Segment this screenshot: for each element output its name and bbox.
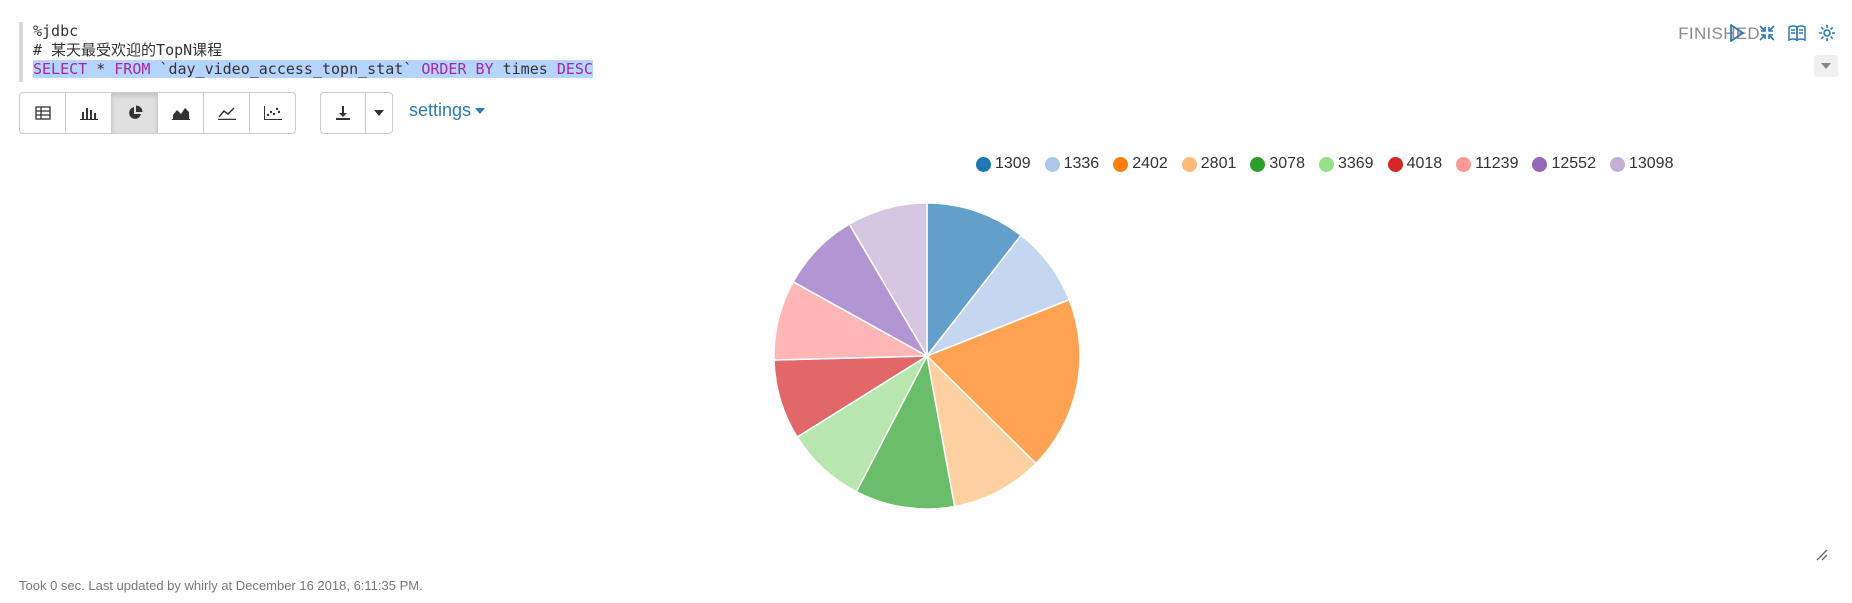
settings-toggle[interactable]: settings: [409, 100, 486, 121]
pie-slice[interactable]: [925, 298, 1081, 465]
legend-swatch: [1181, 156, 1197, 172]
editor-line-comment: # 某天最受欢迎的TopN课程: [33, 41, 223, 59]
legend-label: 12552: [1551, 155, 1596, 172]
legend-swatch: [976, 156, 991, 172]
legend-item[interactable]: 13098: [1609, 155, 1674, 173]
scatter-chart-icon: [263, 106, 282, 120]
pie-slice[interactable]: [925, 353, 1037, 508]
legend-item[interactable]: 11239: [1456, 155, 1518, 173]
resize-handle[interactable]: [1816, 549, 1828, 561]
legend-item[interactable]: 2402: [1113, 155, 1168, 173]
code-editor[interactable]: %jdbc # 某天最受欢迎的TopN课程 SELECT * FROM `day…: [19, 22, 1533, 82]
line-chart-icon: [217, 107, 236, 120]
legend-item[interactable]: 1336: [1044, 155, 1100, 173]
chevron-down-icon: [475, 107, 486, 114]
paragraph-controls: [1726, 22, 1838, 44]
legend-swatch: [1113, 156, 1129, 172]
download-button[interactable]: [320, 92, 366, 134]
table-view-button[interactable]: [19, 92, 66, 134]
gear-icon[interactable]: [1816, 22, 1838, 44]
legend-swatch: [1318, 156, 1334, 172]
pie-chart-icon: [128, 105, 142, 119]
legend-item[interactable]: 12552: [1532, 155, 1596, 173]
legend-swatch: [1532, 156, 1548, 172]
legend-label: 3078: [1269, 155, 1305, 172]
legend-swatch: [1456, 156, 1472, 172]
legend-label: 2402: [1132, 155, 1168, 172]
legend-swatch: [1387, 156, 1403, 172]
bar-chart-button[interactable]: [65, 92, 112, 134]
pie-slice[interactable]: [848, 202, 928, 359]
paragraph-footer: Took 0 sec. Last updated by whirly at De…: [19, 578, 423, 593]
pie-chart-button[interactable]: [111, 92, 158, 134]
legend-item[interactable]: 3078: [1250, 155, 1305, 173]
download-group: [320, 92, 393, 134]
pie-slice[interactable]: [926, 202, 1023, 359]
settings-label: settings: [409, 100, 472, 120]
legend-label: 13098: [1628, 155, 1674, 172]
area-chart-button[interactable]: [157, 92, 204, 134]
legend-label: 3369: [1337, 155, 1374, 172]
sql-text: *: [87, 60, 115, 78]
collapse-icon[interactable]: [1756, 22, 1778, 44]
paragraph-status: FINISHED: [1678, 24, 1760, 43]
visualization-toolbar: [19, 92, 296, 134]
legend-swatch: [1609, 156, 1625, 172]
sql-keyword-from: FROM: [114, 60, 151, 78]
legend-label: 11239: [1475, 155, 1519, 172]
sql-keyword-desc: DESC: [556, 60, 593, 78]
scatter-chart-button[interactable]: [249, 92, 296, 134]
line-chart-button[interactable]: [203, 92, 250, 134]
bar-chart-icon: [79, 108, 98, 120]
table-icon: [34, 106, 51, 120]
sql-keyword-select: SELECT: [33, 60, 88, 78]
legend-item[interactable]: 3369: [1318, 155, 1374, 173]
download-options-button[interactable]: [365, 92, 393, 134]
chevron-down-icon: [374, 110, 384, 116]
legend-label: 4018: [1406, 155, 1443, 172]
area-chart-icon: [171, 108, 190, 120]
legend-label: 1336: [1063, 155, 1100, 172]
run-icon[interactable]: [1726, 22, 1748, 44]
download-icon: [336, 106, 350, 120]
chevron-down-icon: [1821, 63, 1831, 69]
legend-swatch: [1044, 156, 1060, 172]
legend-swatch: [1250, 156, 1266, 172]
paragraph-menu-button[interactable]: [1814, 55, 1838, 77]
editor-line-interpreter: %jdbc: [33, 22, 79, 40]
sql-column: times: [493, 60, 557, 78]
editor-line-sql: SELECT * FROM `day_video_access_topn_sta…: [33, 60, 1533, 79]
legend-item[interactable]: 1309: [976, 155, 1031, 173]
pie-chart: [773, 202, 1081, 510]
legend-item[interactable]: 4018: [1387, 155, 1443, 173]
legend-label: 1309: [995, 155, 1031, 172]
sql-table-name: `day_video_access_topn_stat`: [150, 60, 422, 78]
pie-slice[interactable]: [855, 353, 956, 510]
sql-keyword-order-by: ORDER BY: [421, 60, 494, 78]
legend-item[interactable]: 2801: [1181, 155, 1237, 173]
book-icon[interactable]: [1786, 22, 1808, 44]
legend-label: 2801: [1200, 155, 1237, 172]
chart-legend: 1309 1336 2402 2801 3078 3369 4018 11239 12552 13…: [976, 155, 1687, 173]
